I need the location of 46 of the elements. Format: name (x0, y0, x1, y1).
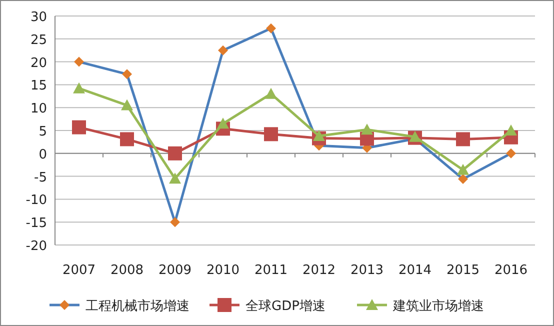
point (313, 130, 325, 141)
point (506, 148, 516, 158)
point (170, 217, 180, 228)
x-tick-label: 2010 (206, 263, 240, 278)
x-tick-label: 2007 (62, 263, 96, 278)
point (73, 82, 85, 94)
x-tick-label: 2016 (494, 263, 528, 278)
y-tick-label: -10 (26, 193, 47, 208)
x-tick-label: 2009 (158, 263, 192, 278)
y-tick-label: 15 (30, 78, 47, 94)
point (458, 174, 468, 184)
point (265, 88, 277, 99)
point (409, 130, 421, 142)
y-tick-label: 0 (38, 147, 47, 162)
point (218, 45, 228, 56)
x-tick-label: 2015 (446, 263, 480, 278)
x-tick-label: 2013 (350, 263, 384, 278)
point (121, 99, 133, 110)
point (217, 118, 229, 129)
legend-label: 工程机械市场增速 (86, 299, 190, 314)
point (456, 132, 470, 146)
y-tick-label: 25 (30, 32, 47, 48)
y-tick-label: 10 (30, 102, 47, 117)
y-tick-label: 20 (30, 56, 47, 71)
point (457, 164, 469, 175)
point (122, 69, 132, 80)
y-tick-label: 5 (38, 124, 47, 140)
point (168, 146, 182, 160)
point (169, 172, 181, 184)
point (120, 132, 134, 146)
y-tick-label: 30 (30, 10, 47, 25)
point (505, 124, 517, 136)
point (266, 23, 276, 34)
x-tick-label: 2011 (254, 263, 288, 278)
point (264, 127, 278, 142)
point (72, 120, 86, 134)
x-tick-label: 2008 (110, 263, 144, 278)
x-tick-label: 2014 (398, 263, 432, 278)
point (74, 56, 84, 67)
legend-label: 建筑业市场增速 (392, 299, 484, 314)
legend-label: 全球GDP增速 (246, 299, 326, 314)
y-tick-label: -5 (34, 170, 47, 186)
y-tick-label: -20 (26, 239, 47, 254)
y-tick-label: -15 (26, 216, 47, 232)
x-tick-label: 2012 (302, 263, 336, 278)
point (361, 124, 373, 135)
